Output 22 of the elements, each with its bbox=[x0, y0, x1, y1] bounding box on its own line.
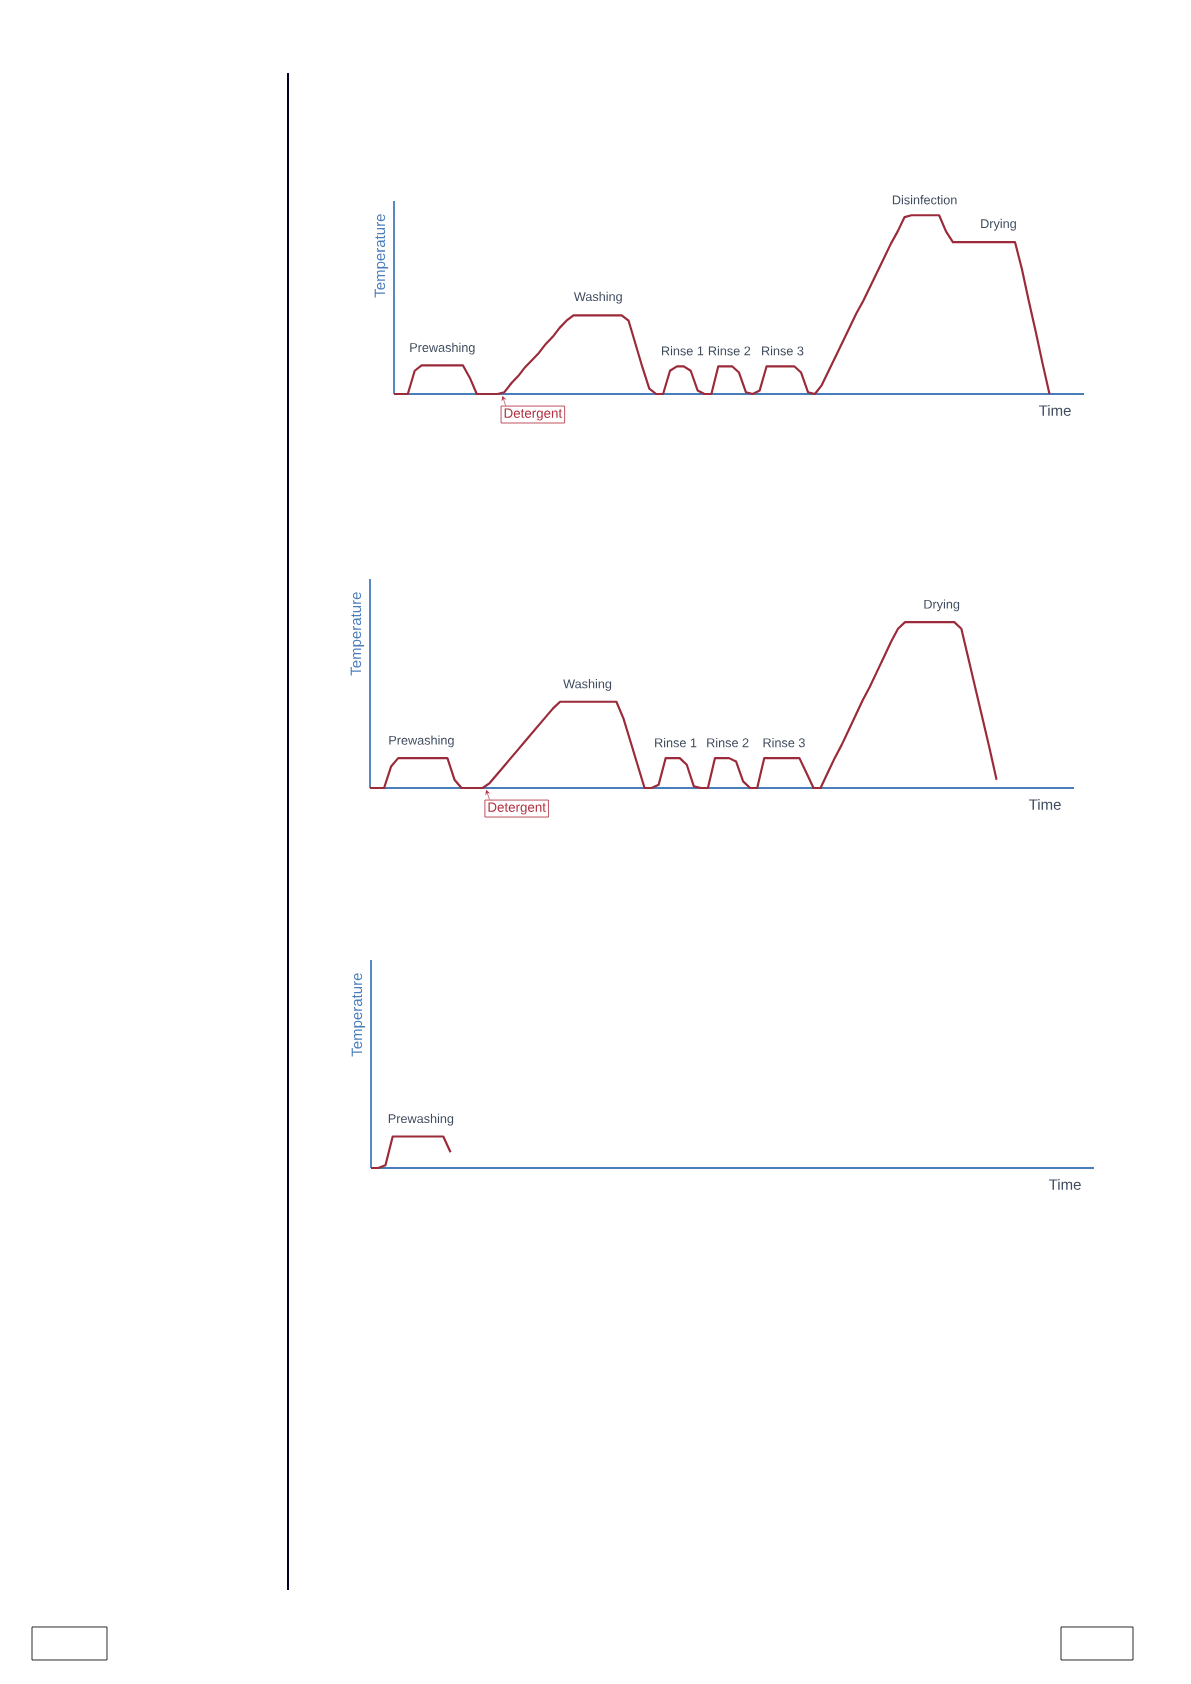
annotation: Prewashing bbox=[389, 735, 454, 748]
text: Detergent bbox=[504, 408, 563, 421]
annotation: Prewashing bbox=[410, 342, 475, 355]
annotation: Rinse 2 bbox=[707, 737, 749, 748]
annotation: Rinse 2 bbox=[708, 346, 751, 356]
annotation: Washing bbox=[573, 291, 622, 304]
annotation: Washing bbox=[563, 679, 612, 691]
text: Disinfection bbox=[892, 195, 957, 205]
x-axis-title: Time bbox=[1049, 1178, 1081, 1190]
text: Detergent bbox=[488, 802, 546, 815]
annotation: Rinse 1 bbox=[661, 346, 704, 356]
y-axis-title: Temperature bbox=[350, 592, 365, 676]
annotation: Rinse 3 bbox=[762, 346, 804, 356]
x-axis-title: Time bbox=[1029, 798, 1061, 810]
annotation: Rinse 3 bbox=[763, 737, 805, 748]
y-axis-title: Temperature bbox=[351, 973, 366, 1057]
annotation: Drying bbox=[981, 218, 1016, 231]
text: Prewashing bbox=[388, 1113, 454, 1126]
x-axis-title: Time bbox=[1039, 404, 1071, 416]
text: Drying bbox=[924, 599, 960, 612]
y-axis-title: Temperature bbox=[374, 214, 389, 298]
annotation: Rinse 1 bbox=[655, 737, 697, 748]
